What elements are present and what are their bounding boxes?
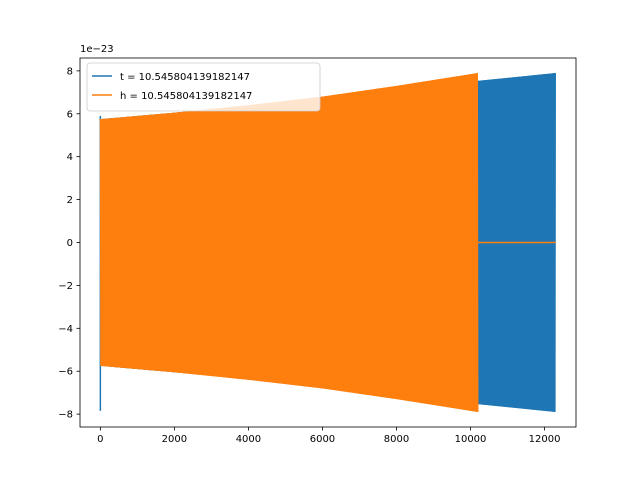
y-tick-label: 6 [67,109,73,120]
y-tick-label: −8 [58,410,73,421]
y-tick-label: −6 [58,367,73,378]
y-tick-label: 0 [67,238,73,249]
x-tick-label: 8000 [384,434,409,445]
y-tick-label: 2 [67,195,73,206]
y-tick-label: −2 [58,281,73,292]
legend: t = 10.545804139182147 h = 10.54580413918… [86,62,321,112]
series-layer [99,73,556,412]
x-tick-label: 6000 [310,434,335,445]
x-tick-label: 0 [97,434,103,445]
series-band-2 [100,73,478,412]
y-tick-label: −4 [58,324,73,335]
x-tick-label: 4000 [236,434,261,445]
y-tick-label: 4 [67,152,73,163]
legend-label-2: h = 10.545804139182147 [120,91,252,102]
x-tick-label: 2000 [162,434,187,445]
y-offset-label: 1e−23 [80,44,114,55]
x-tick-label: 10000 [455,434,487,445]
legend-label-1: t = 10.545804139182147 [120,72,250,83]
x-tick-label: 12000 [529,434,561,445]
series-2 [99,73,556,412]
legend-box [86,62,321,112]
axes-layer: 0 2000 4000 6000 8000 10000 12000 −8 −6 −4 −2 0 2 4 6 8 [58,57,577,445]
y-tick-label: 8 [67,66,73,77]
